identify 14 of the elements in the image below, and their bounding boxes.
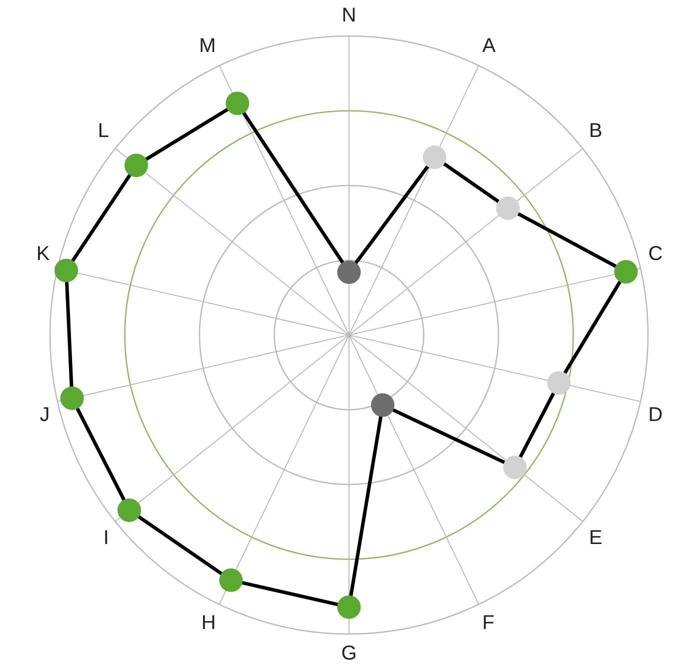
spoke-label: J: [40, 404, 50, 426]
spoke-label: I: [103, 526, 109, 549]
spoke-label: E: [589, 526, 602, 549]
spoke-label: B: [589, 120, 602, 142]
spoke-label: L: [98, 120, 109, 142]
spoke-label: C: [648, 243, 663, 266]
spoke-label: G: [341, 642, 357, 665]
spoke-label: N: [342, 4, 356, 27]
spoke-label: H: [201, 612, 216, 634]
spoke-label: K: [36, 243, 50, 266]
spoke-label: D: [648, 404, 663, 426]
spoke-label: M: [199, 34, 216, 57]
spoke-label: A: [482, 34, 496, 57]
spoke-label: F: [482, 612, 494, 634]
